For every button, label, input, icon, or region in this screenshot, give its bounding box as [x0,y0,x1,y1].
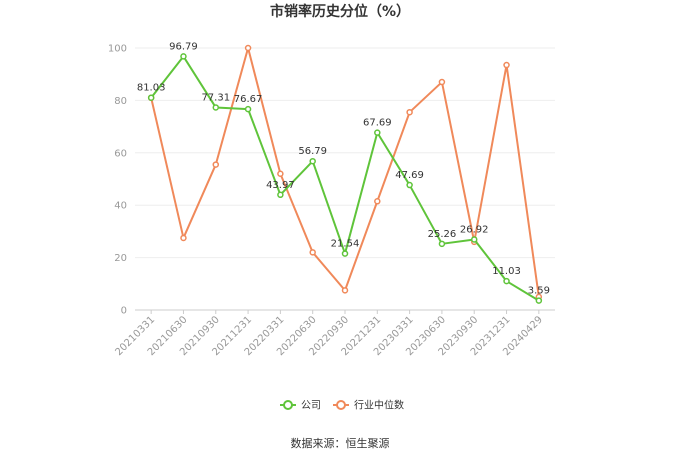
series-1 [147,44,543,301]
data-point[interactable] [341,287,349,294]
data-point[interactable] [309,157,316,165]
y-tick-label: 20 [114,253,127,264]
data-point[interactable] [147,94,155,101]
data-point[interactable] [406,108,413,116]
data-point[interactable] [438,240,446,248]
x-axis: 2021033120210630202109302021123120220331… [114,310,545,358]
data-label: 11.03 [492,266,521,277]
data-label: 47.69 [395,170,424,181]
data-label: 21.54 [331,239,360,250]
series-0 [147,53,543,304]
data-point[interactable] [309,249,316,256]
legend-item-1[interactable]: 行业中位数 [333,399,404,412]
data-point[interactable] [244,44,252,52]
data-point[interactable] [438,78,446,86]
chart-title: 市销率历史分位（%） [270,3,410,20]
grid [135,47,555,311]
data-point[interactable] [503,277,510,285]
legend-label: 行业中位数 [354,399,404,412]
data-point[interactable] [212,161,220,168]
series-line [150,47,540,298]
data-label: 96.79 [169,41,198,52]
data-point[interactable] [244,105,252,113]
legend-marker [336,400,346,410]
y-tick-label: 100 [108,44,127,55]
legend-marker [283,400,293,410]
data-point[interactable] [503,61,510,69]
legend[interactable]: 公司 行业中位数 [280,399,404,412]
data-point[interactable] [180,53,187,60]
data-point[interactable] [406,181,413,189]
data-point[interactable] [374,129,381,136]
data-point[interactable] [374,198,381,205]
data-point[interactable] [535,297,543,304]
series-layer [147,44,543,304]
data-point[interactable] [212,104,220,111]
data-point[interactable] [470,236,478,243]
data-label: 26.92 [460,224,489,235]
data-label: 81.03 [137,83,166,94]
data-label: 25.26 [428,229,457,240]
data-point[interactable] [277,170,284,178]
data-label: 56.79 [298,146,327,157]
legend-item-0[interactable]: 公司 [280,400,321,412]
data-label: 67.69 [363,118,392,129]
data-label: 76.67 [234,94,263,105]
y-axis: 0 20 40 60 80 100 [108,44,127,317]
data-point[interactable] [341,250,349,257]
y-tick-label: 40 [114,201,127,212]
data-labels: 81.03 96.79 77.31 76.67 43.97 56.79 21.54 67.69… [137,41,550,296]
legend-label: 公司 [301,401,321,412]
data-source: 数据来源：恒生聚源 [291,436,390,450]
data-label: 3.59 [528,286,550,297]
y-tick-label: 60 [114,148,127,159]
y-tick-label: 80 [114,96,127,107]
y-tick-label: 0 [121,306,127,317]
data-label: 43.97 [266,180,295,191]
data-point[interactable] [277,191,284,199]
data-point[interactable] [180,234,187,242]
data-label: 77.31 [201,92,230,103]
